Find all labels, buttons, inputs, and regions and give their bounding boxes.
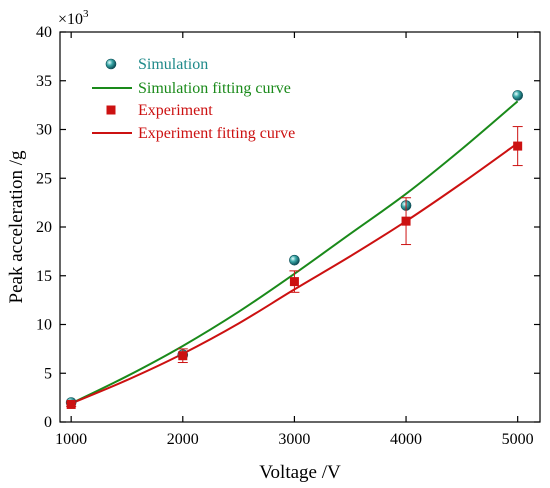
legend-label: Simulation [138, 56, 208, 73]
y-tick-label: 0 [44, 414, 52, 431]
axis-ticks: 1000 2000 3000 4000 5000 0 5 10 15 20 25 30 35 40 [36, 24, 540, 448]
legend-label: Experiment [138, 102, 213, 119]
experiment-point [106, 105, 116, 115]
x-tick-label: 1000 [55, 431, 87, 448]
y-tick-label: 5 [44, 365, 52, 382]
chart-marks [65, 90, 523, 409]
legend: Simulation Simulation fitting curve Experi… [92, 56, 295, 142]
fit-line [70, 100, 519, 405]
y-tick-label: 25 [36, 170, 52, 187]
x-tick-label: 3000 [278, 431, 310, 448]
experiment-point [66, 399, 76, 409]
simulation-point [105, 58, 117, 70]
y-multiplier: ×103 [58, 8, 89, 28]
x-tick-label: 2000 [167, 431, 199, 448]
x-tick-label: 5000 [502, 431, 534, 448]
experiment-point [178, 351, 188, 361]
experiment-point [513, 141, 523, 151]
experiment-point [289, 277, 299, 287]
y-tick-label: 20 [36, 219, 52, 236]
y-axis-label: Peak acceleration /g [6, 150, 27, 303]
y-tick-label: 35 [36, 73, 52, 90]
plot-frame [59, 31, 541, 423]
fit-line [70, 142, 519, 405]
x-axis-label: Voltage /V [259, 462, 341, 483]
simulation-point [289, 254, 300, 266]
y-tick-label: 40 [36, 24, 52, 41]
x-tick-label: 4000 [390, 431, 422, 448]
simulation-point [512, 90, 523, 101]
y-tick-label: 30 [36, 122, 52, 139]
y-tick-label: 10 [36, 317, 52, 334]
legend-label: Experiment fitting curve [138, 125, 295, 142]
legend-label: Simulation fitting curve [138, 80, 291, 97]
experiment-point [401, 216, 411, 226]
y-tick-label: 15 [36, 268, 52, 285]
